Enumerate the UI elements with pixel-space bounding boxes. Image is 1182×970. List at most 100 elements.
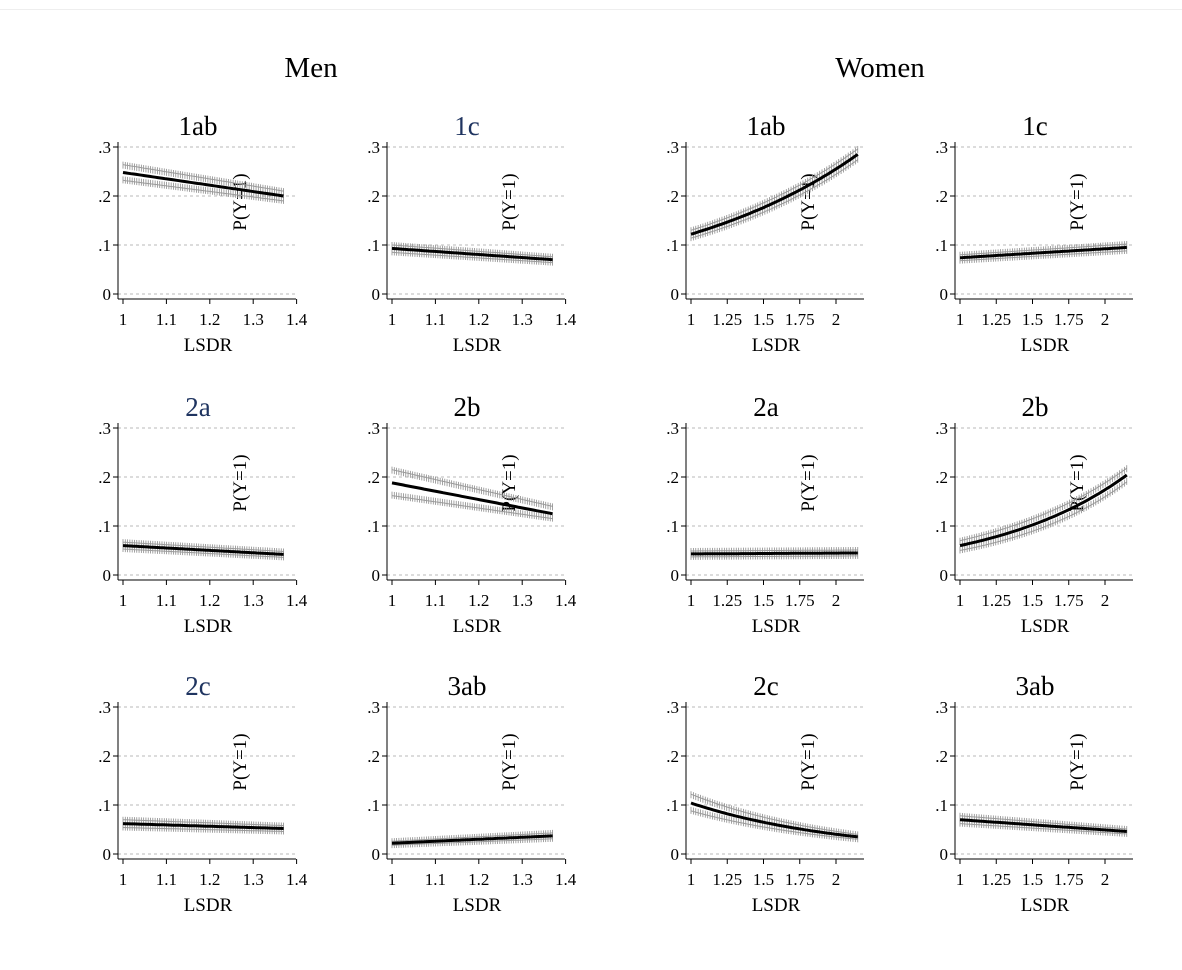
x-tick-label: 2 (832, 870, 841, 889)
y-tick-label: .1 (666, 517, 679, 536)
y-axis-label: P(Y=1) (499, 173, 520, 230)
x-tick-label: 1.4 (286, 591, 308, 610)
y-tick-label: .3 (666, 698, 679, 717)
x-tick-label: 1.1 (156, 870, 177, 889)
x-axis-label: LSDR (1021, 895, 1070, 916)
ci-upper-bound (391, 469, 553, 507)
y-tick-label: .1 (935, 517, 948, 536)
y-tick-label: .1 (367, 517, 380, 536)
y-axis-label: P(Y=1) (798, 733, 819, 790)
y-tick-label: .1 (98, 517, 111, 536)
panel-title: 2a (185, 392, 211, 422)
x-tick-label: 1.75 (785, 310, 815, 329)
x-tick-label: 1 (388, 310, 397, 329)
y-tick-label: .3 (935, 698, 948, 717)
y-tick-label: .2 (367, 747, 380, 766)
x-tick-label: 1.3 (512, 310, 533, 329)
y-tick-label: .2 (98, 468, 111, 487)
predicted-probability-line (122, 544, 284, 556)
panel-women-1c: 1c 0 .1 .2 .3 1 1.25 1.5 1.75 2 LSDR P(Y=1) (935, 111, 1133, 356)
x-tick-label: 2 (832, 591, 841, 610)
x-tick-label: 1.2 (199, 310, 220, 329)
y-tick-label: .3 (666, 419, 679, 438)
panel-title: 1c (1022, 111, 1048, 141)
predicted-probability-line (959, 473, 1128, 548)
x-tick-label: 1.5 (1022, 870, 1043, 889)
x-tick-label: 1.25 (712, 870, 742, 889)
y-tick-label: .2 (935, 187, 948, 206)
panel-title: 3ab (448, 671, 487, 701)
y-tick-label: 0 (671, 285, 680, 304)
x-tick-label: 1.1 (156, 310, 177, 329)
panel-women-3ab: 3ab 0 .1 .2 .3 1 1.25 1.5 1.75 2 LSDR P(Y=1) (935, 671, 1133, 916)
panel-title: 1ab (747, 111, 786, 141)
ci-lower-bound (122, 827, 284, 832)
ci-upper-bound (391, 244, 553, 258)
x-axis-label: LSDR (184, 616, 233, 637)
x-tick-label: 1.75 (1054, 591, 1084, 610)
y-tick-label: .3 (98, 419, 111, 438)
ci-upper-bound (959, 467, 1128, 542)
panel-title: 1c (454, 111, 480, 141)
x-tick-label: 1.75 (1054, 310, 1084, 329)
x-tick-label: 1.1 (156, 591, 177, 610)
panel-men-1c: 1c 0 .1 .2 .3 1 1.1 1.2 1.3 1.4 LSDR P(Y=1) (367, 111, 576, 356)
x-tick-label: 1.4 (286, 310, 308, 329)
x-tick-label: 1.25 (981, 591, 1011, 610)
y-tick-label: 0 (940, 285, 949, 304)
y-tick-label: .3 (666, 138, 679, 157)
y-tick-label: .1 (666, 796, 679, 815)
ci-upper-bound (690, 148, 859, 231)
y-tick-label: 0 (671, 566, 680, 585)
group-title-women: Women (835, 52, 925, 84)
panel-title: 2b (1022, 392, 1049, 422)
panel-men-3ab: 3ab 0 .1 .2 .3 1 1.1 1.2 1.3 1.4 LSDR P(Y=1) (367, 671, 576, 916)
x-axis-label: LSDR (184, 335, 233, 356)
y-tick-label: .2 (666, 187, 679, 206)
y-tick-label: .3 (935, 138, 948, 157)
ci-lower-bound (691, 555, 858, 558)
x-axis-label: LSDR (1021, 616, 1070, 637)
ci-lower-bound (391, 838, 553, 846)
x-tick-label: 1.3 (243, 870, 264, 889)
x-tick-label: 1.4 (555, 591, 577, 610)
panel-title: 2c (753, 671, 779, 701)
x-tick-label: 1.1 (425, 870, 446, 889)
ci-lower-bound (690, 159, 859, 239)
x-tick-label: 2 (1101, 310, 1110, 329)
y-tick-label: .2 (367, 187, 380, 206)
panel-title: 3ab (1016, 671, 1055, 701)
x-tick-label: 1.4 (555, 870, 577, 889)
predicted-probability-line (959, 818, 1127, 833)
x-tick-label: 1.3 (512, 591, 533, 610)
panel-men-2c: 2c 0 .1 .2 .3 1 1.1 1.2 1.3 1.4 LSDR P(Y=1) (98, 671, 307, 916)
y-tick-label: 0 (372, 566, 381, 585)
panel-title: 1ab (179, 111, 218, 141)
x-tick-label: 1.3 (243, 310, 264, 329)
y-axis-label: P(Y=1) (499, 733, 520, 790)
ci-upper-bound (691, 549, 858, 552)
x-axis-label: LSDR (752, 616, 801, 637)
x-tick-label: 1 (687, 310, 696, 329)
x-tick-label: 1.25 (981, 310, 1011, 329)
x-tick-label: 1.4 (286, 870, 308, 889)
ci-upper-bound (122, 541, 284, 552)
x-tick-label: 2 (832, 310, 841, 329)
ci-lower-bound (959, 481, 1128, 551)
ci-lower-bound (122, 548, 284, 558)
predicted-probability-line (959, 245, 1127, 260)
x-tick-label: 1.5 (753, 870, 774, 889)
y-axis-label: P(Y=1) (798, 454, 819, 511)
ci-lower-bound (959, 250, 1127, 262)
y-tick-label: .1 (98, 236, 111, 255)
y-tick-label: .2 (98, 747, 111, 766)
y-tick-label: .2 (935, 747, 948, 766)
y-tick-label: .3 (367, 138, 380, 157)
panel-women-2b: 2b 0 .1 .2 .3 1 1.25 1.5 1.75 2 LSDR P(Y=1) (935, 392, 1133, 637)
panel-men-2a: 2a 0 .1 .2 .3 1 1.1 1.2 1.3 1.4 LSDR P(Y=1) (98, 392, 307, 637)
x-tick-label: 1.3 (512, 870, 533, 889)
y-tick-label: 0 (940, 566, 949, 585)
